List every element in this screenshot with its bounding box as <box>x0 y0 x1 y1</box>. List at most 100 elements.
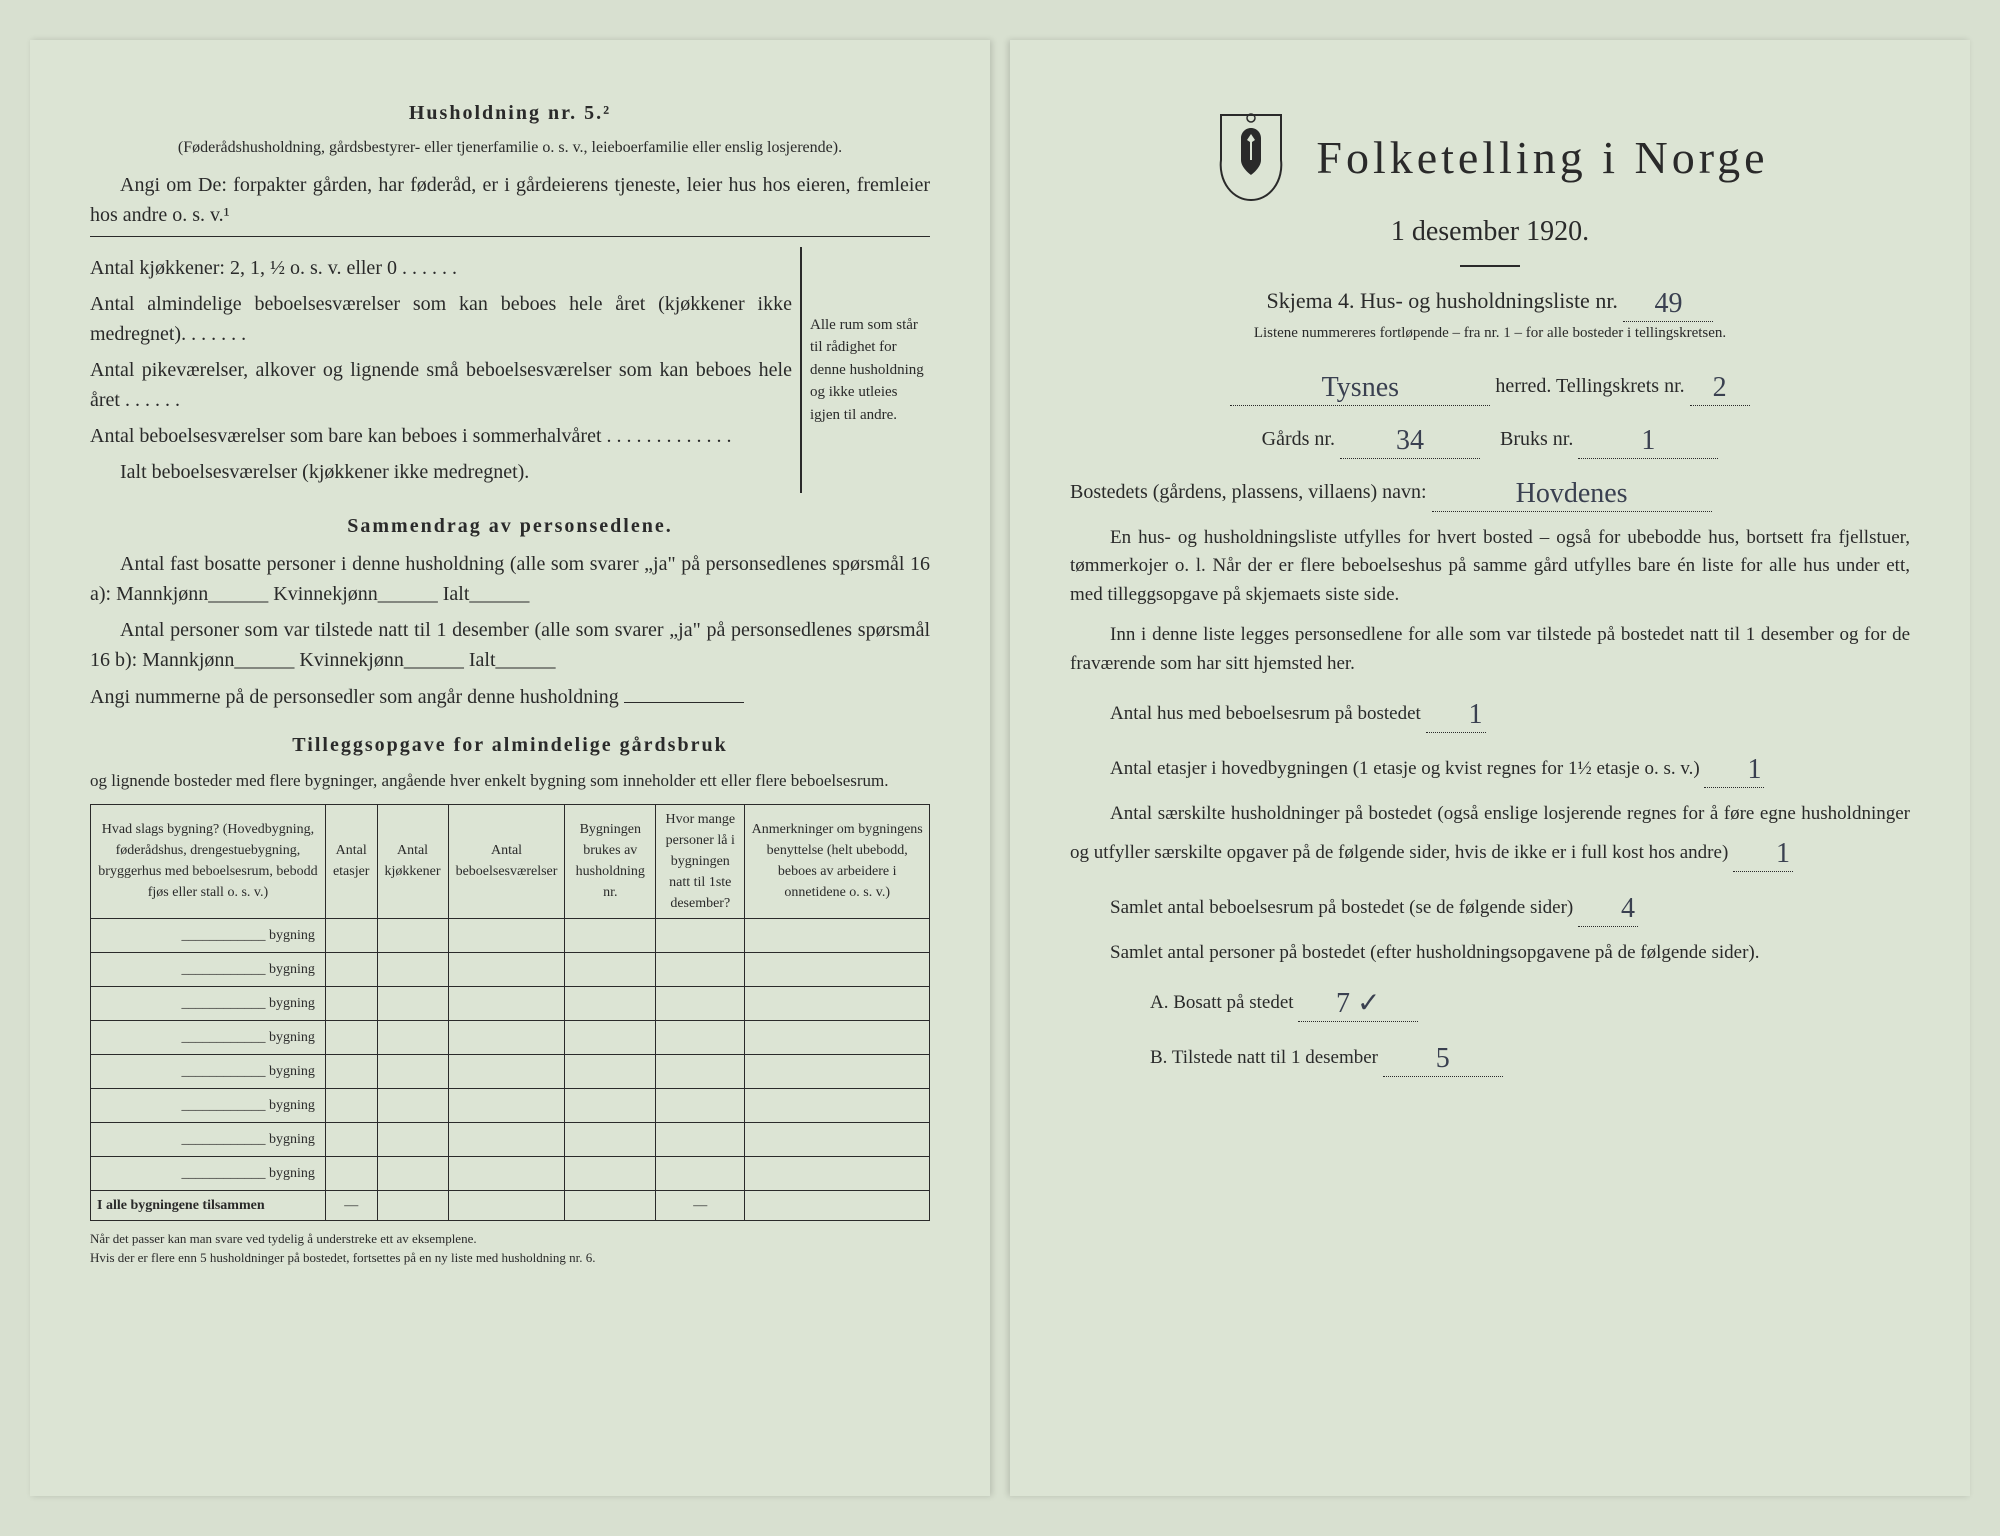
antal-sommer: Antal beboelsesværelser som bare kan beb… <box>90 421 792 451</box>
q4-value: 4 <box>1621 893 1635 924</box>
empty-cell <box>656 1088 745 1122</box>
q1-label: Antal hus med beboelsesrum på bostedet <box>1110 703 1421 724</box>
total-dash: — <box>325 1190 377 1220</box>
q5a-row: A. Bosatt på stedet 7 ✓ <box>1070 979 1910 1022</box>
empty-cell <box>745 918 930 952</box>
antal-alm: Antal almindelige beboelsesværelser som … <box>90 289 792 349</box>
skjema-label: Skjema 4. Hus- og husholdningsliste nr. <box>1267 288 1618 313</box>
empty-cell <box>448 1020 565 1054</box>
skjema-line: Skjema 4. Hus- og husholdningsliste nr. … <box>1070 279 1910 322</box>
empty-cell <box>377 1122 448 1156</box>
q5b-label: B. Tilstede natt til 1 desember <box>1150 1047 1378 1068</box>
table-footnote: Når det passer kan man svare ved tydelig… <box>90 1229 930 1268</box>
empty-cell <box>565 1088 656 1122</box>
empty-cell <box>377 1088 448 1122</box>
empty-cell <box>448 1054 565 1088</box>
empty-cell <box>448 918 565 952</box>
household5-heading: Husholdning nr. 5.² <box>90 98 930 128</box>
empty-cell <box>745 1020 930 1054</box>
ialt-rooms: Ialt beboelsesværelser (kjøkkener ikke m… <box>90 457 792 487</box>
table-row: ____________ bygning <box>91 986 930 1020</box>
bosted-value: Hovdenes <box>1516 478 1628 509</box>
empty-cell <box>565 986 656 1020</box>
empty-cell <box>656 952 745 986</box>
empty-cell <box>325 986 377 1020</box>
liste-note: Listene nummereres fortløpende – fra nr.… <box>1070 322 1910 345</box>
herred-row: Tysnes herred. Tellingskrets nr. 2 <box>1070 363 1910 406</box>
skjema-nr: 49 <box>1654 288 1682 319</box>
empty-cell <box>325 1088 377 1122</box>
empty-cell <box>565 1054 656 1088</box>
q5b-value: 5 <box>1436 1043 1450 1074</box>
body-para1: En hus- og husholdningsliste utfylles fo… <box>1070 524 1910 610</box>
table-row: ____________ bygning <box>91 918 930 952</box>
bosted-row: Bostedets (gårdens, plassens, villaens) … <box>1070 469 1910 512</box>
buildings-table: Hvad slags bygning? (Hovedbygning, føder… <box>90 804 930 1221</box>
empty-cell <box>565 1020 656 1054</box>
empty-cell <box>745 1054 930 1088</box>
empty-cell <box>745 1122 930 1156</box>
q5b-row: B. Tilstede natt til 1 desember 5 <box>1070 1034 1910 1077</box>
bygning-cell: ____________ bygning <box>91 1088 326 1122</box>
household5-subtext: (Føderådshusholdning, gårdsbestyrer- ell… <box>90 136 930 160</box>
angi-text: Angi om De: forpakter gården, har føderå… <box>90 170 930 230</box>
q4-row: Samlet antal beboelsesrum på bostedet (s… <box>1070 884 1910 927</box>
q4-label: Samlet antal beboelsesrum på bostedet (s… <box>1110 897 1573 918</box>
title-row: Folketelling i Norge <box>1070 110 1910 205</box>
empty-cell <box>745 1190 930 1220</box>
bruks-nr: 1 <box>1641 425 1655 456</box>
empty-cell <box>448 1088 565 1122</box>
empty-cell <box>377 1190 448 1220</box>
th-kjokkener: Antal kjøkkener <box>377 804 448 918</box>
table-row: ____________ bygning <box>91 1122 930 1156</box>
empty-cell <box>565 918 656 952</box>
sammen-line1: Antal fast bosatte personer i denne hush… <box>90 549 930 609</box>
empty-cell <box>377 1156 448 1190</box>
q3-value: 1 <box>1776 838 1790 869</box>
q2-value: 1 <box>1747 754 1761 785</box>
empty-cell <box>565 1122 656 1156</box>
antal-pike: Antal pikeværelser, alkover og lignende … <box>90 355 792 415</box>
total-label: I alle bygningene tilsammen <box>91 1190 326 1220</box>
th-etasjer: Antal etasjer <box>325 804 377 918</box>
angi-nummerne: Angi nummerne på de personsedler som ang… <box>90 681 930 712</box>
empty-cell <box>377 1020 448 1054</box>
table-row: ____________ bygning <box>91 1156 930 1190</box>
empty-cell <box>745 952 930 986</box>
krets-nr: 2 <box>1713 372 1727 403</box>
sammen-line2: Antal personer som var tilstede natt til… <box>90 615 930 675</box>
empty-cell <box>377 952 448 986</box>
empty-cell <box>656 918 745 952</box>
empty-cell <box>377 986 448 1020</box>
empty-cell <box>745 1088 930 1122</box>
th-bygning-type: Hvad slags bygning? (Hovedbygning, føder… <box>91 804 326 918</box>
bygning-cell: ____________ bygning <box>91 986 326 1020</box>
empty-cell <box>745 986 930 1020</box>
body-para2: Inn i denne liste legges personsedlene f… <box>1070 621 1910 678</box>
bygning-cell: ____________ bygning <box>91 1156 326 1190</box>
empty-cell <box>325 918 377 952</box>
q1-row: Antal hus med beboelsesrum på bostedet 1 <box>1070 690 1910 733</box>
bosted-label: Bostedets (gårdens, plassens, villaens) … <box>1070 481 1427 503</box>
empty-cell <box>377 1054 448 1088</box>
left-page: Husholdning nr. 5.² (Føderådshusholdning… <box>30 40 990 1496</box>
antal-kjokkener: Antal kjøkkener: 2, 1, ½ o. s. v. eller … <box>90 253 792 283</box>
q5-heading: Samlet antal personer på bostedet (efter… <box>1070 939 1910 968</box>
empty-cell <box>448 1190 565 1220</box>
tillegg-sub: og lignende bosteder med flere bygninger… <box>90 768 930 794</box>
bracket-note: Alle rum som står til rådighet for denne… <box>800 247 930 493</box>
empty-cell <box>448 952 565 986</box>
gards-label: Gårds nr. <box>1262 428 1335 450</box>
empty-cell <box>656 1122 745 1156</box>
rooms-block: Antal kjøkkener: 2, 1, ½ o. s. v. eller … <box>90 247 930 493</box>
table-row: ____________ bygning <box>91 1020 930 1054</box>
q5a-value: 7 ✓ <box>1336 988 1380 1019</box>
bruks-label: Bruks nr. <box>1500 428 1573 450</box>
empty-cell <box>377 918 448 952</box>
bygning-cell: ____________ bygning <box>91 952 326 986</box>
empty-cell <box>325 1156 377 1190</box>
gards-nr: 34 <box>1396 425 1424 456</box>
empty-cell <box>745 1156 930 1190</box>
empty-cell <box>656 1020 745 1054</box>
tillegg-heading: Tilleggsopgave for almindelige gårdsbruk <box>90 730 930 760</box>
